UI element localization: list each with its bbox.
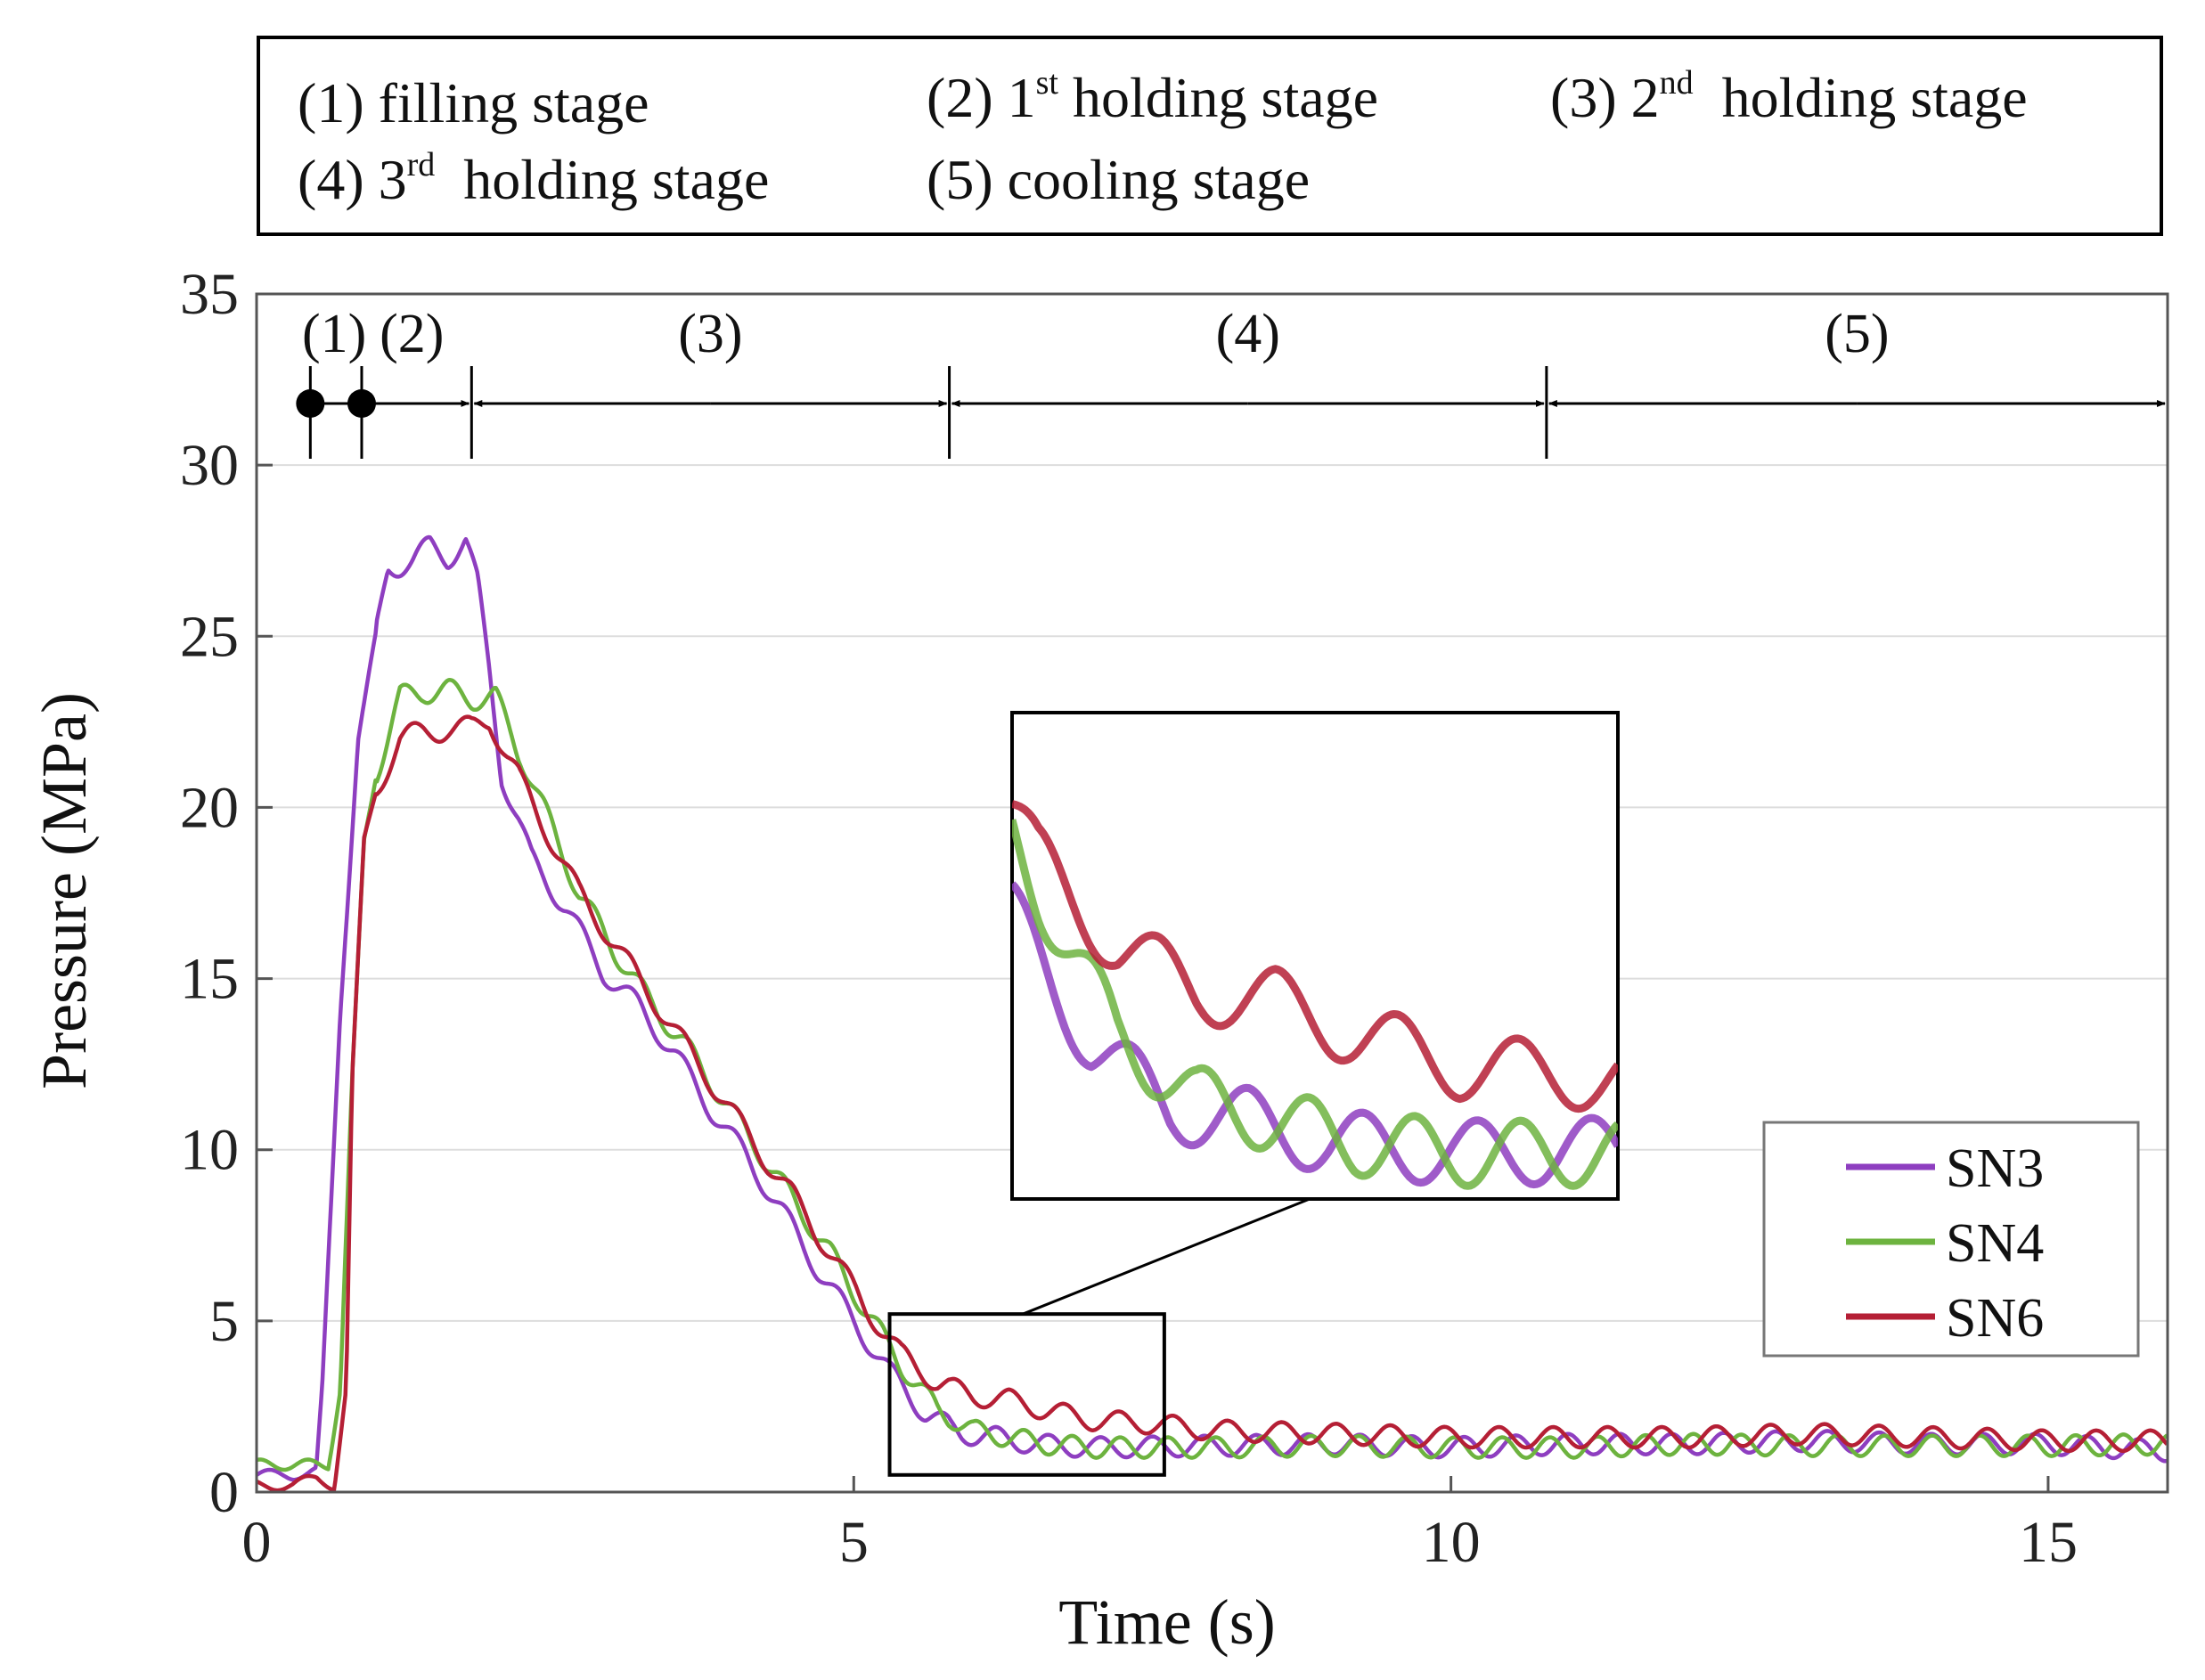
series-line-sn6 <box>257 714 2168 1492</box>
legend-label-sn3: SN3 <box>1946 1138 2044 1199</box>
y-tick-label: 5 <box>209 1289 239 1354</box>
stage-label-4: (4) <box>1216 304 1280 364</box>
axis-ticks: 0 5 10 15 20 25 30 35 0 5 10 15 <box>180 262 2078 1575</box>
y-axis-title: Pressure (MPa) <box>29 692 100 1089</box>
stage-legend-item-1: (1) filling stage <box>298 71 649 135</box>
stage-label-1: (1) <box>302 304 366 364</box>
x-tick-label: 15 <box>2019 1510 2078 1575</box>
stage-label-2: (2) <box>380 304 444 364</box>
stage-label-5: (5) <box>1825 304 1889 364</box>
stage-legend-item-4: (4) 3rd holding stage <box>298 146 770 211</box>
inset-line-sn6 <box>1012 800 1618 1113</box>
stage-legend-item-2: (2) 1st holding stage <box>927 64 1379 129</box>
series-lines <box>257 534 2168 1492</box>
zoom-inset <box>887 711 1620 1477</box>
legend-label-sn6: SN6 <box>1946 1288 2044 1349</box>
inset-line-sn4 <box>1012 819 1618 1190</box>
y-tick-label: 25 <box>180 604 239 669</box>
x-axis-title: Time (s) <box>1058 1586 1275 1658</box>
y-tick-label: 20 <box>180 775 239 840</box>
inset-connector-line <box>1022 1197 1311 1316</box>
x-tick-label: 0 <box>242 1510 272 1575</box>
stage-legend-item-5: (5) cooling stage <box>927 148 1311 211</box>
x-tick-label: 5 <box>839 1510 869 1575</box>
zoom-source-box <box>887 1312 1166 1477</box>
series-legend: SN3 SN4 SN6 <box>1762 1121 2140 1358</box>
legend-label-sn4: SN4 <box>1946 1213 2044 1274</box>
stage-arrows: (1) (2) (3) (4) (5) <box>296 304 2166 459</box>
y-tick-label: 15 <box>180 947 239 1012</box>
stage-legend-item-3: (3) 2nd holding stage <box>1550 64 2028 129</box>
inset-series <box>1012 800 1618 1190</box>
stage-label-3: (3) <box>678 304 742 364</box>
y-tick-label: 30 <box>180 433 239 498</box>
y-tick-label: 0 <box>209 1460 239 1525</box>
x-tick-label: 10 <box>1422 1510 1481 1575</box>
y-tick-label: 10 <box>180 1118 239 1183</box>
y-tick-label: 35 <box>180 262 239 327</box>
stage-legend-box: (1) filling stage (2) 1st holding stage … <box>257 36 2163 236</box>
plot-area-frame <box>255 292 2169 1494</box>
inset-line-sn3 <box>1012 881 1618 1189</box>
legend-box <box>1762 1121 2140 1358</box>
